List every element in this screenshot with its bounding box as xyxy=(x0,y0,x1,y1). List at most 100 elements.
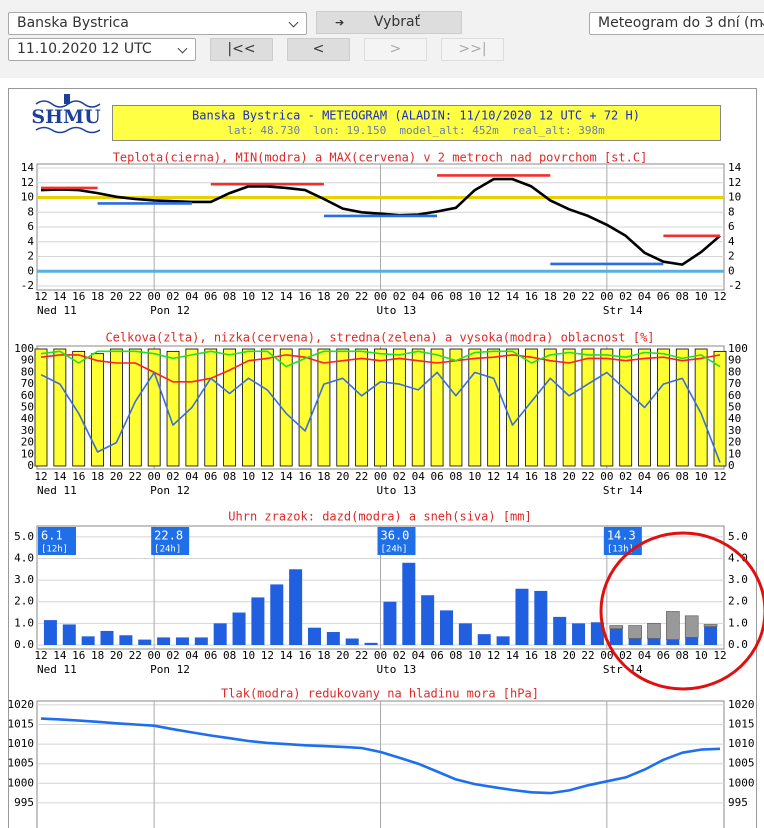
cloud-bar xyxy=(411,348,425,467)
precip-bar xyxy=(477,634,491,645)
y-tick-label-right: 90 xyxy=(728,354,741,367)
x-tick-label: 10 xyxy=(242,470,255,483)
precip-bar xyxy=(609,625,624,630)
y-tick-label: 100 xyxy=(14,342,34,355)
precip-bar xyxy=(590,622,604,645)
prev-button[interactable]: < xyxy=(287,38,350,61)
y-tick-label: 3.0 xyxy=(14,573,34,586)
x-tick-label: 12 xyxy=(713,290,726,303)
x-tick-label: 08 xyxy=(676,649,689,662)
product-select[interactable]: Meteogram do 3 dní (mod xyxy=(589,12,764,35)
x-tick-label: 04 xyxy=(638,290,652,303)
y-tick-label-right: 1.0 xyxy=(728,616,748,629)
y-tick-label-right: 8 xyxy=(728,205,735,218)
day-label: Pon 12 xyxy=(150,484,190,497)
x-tick-label: 14 xyxy=(53,649,67,662)
x-tick-label: 12 xyxy=(487,290,500,303)
submit-button[interactable]: ➔ Vybrať xyxy=(316,11,462,34)
cloud-bar xyxy=(317,348,331,467)
y-tick-label-right: 10 xyxy=(728,191,741,204)
day-label: Pon 12 xyxy=(150,304,190,317)
station-select[interactable]: Banska Bystrica xyxy=(8,12,307,35)
day-label: Str 14 xyxy=(603,484,643,497)
cloud-bar xyxy=(91,353,104,467)
x-tick-label: 14 xyxy=(280,649,294,662)
y-tick-label-right: 1010 xyxy=(728,737,755,750)
day-label: Uto 13 xyxy=(377,663,417,676)
x-tick-label: 12 xyxy=(261,649,274,662)
x-tick-label: 22 xyxy=(581,649,594,662)
cloud-bar xyxy=(713,350,727,467)
cloud-bar xyxy=(260,348,274,467)
x-tick-label: 04 xyxy=(638,470,652,483)
x-tick-label: 02 xyxy=(619,290,632,303)
x-tick-label: 08 xyxy=(676,290,689,303)
x-tick-label: 12 xyxy=(713,649,726,662)
x-tick-label: 02 xyxy=(166,470,179,483)
next-button[interactable]: > xyxy=(364,38,427,61)
x-tick-label: 14 xyxy=(506,290,520,303)
x-tick-label: 00 xyxy=(600,649,613,662)
y-tick-label: 60 xyxy=(21,389,34,402)
x-tick-label: 14 xyxy=(506,470,520,483)
x-tick-label: 12 xyxy=(487,470,500,483)
y-tick-label: 0.0 xyxy=(14,638,34,651)
chart-title: Tlak(modra) redukovany na hladinu mora [… xyxy=(221,687,539,701)
precip-bar xyxy=(628,625,642,639)
x-tick-label: 16 xyxy=(72,290,85,303)
y-tick-label-right: 1005 xyxy=(728,757,755,770)
precip-bar xyxy=(194,637,208,645)
y-tick-label-right: 14 xyxy=(728,161,742,174)
first-button[interactable]: |<< xyxy=(210,38,273,61)
x-tick-label: 22 xyxy=(581,470,594,483)
x-tick-label: 20 xyxy=(110,649,123,662)
x-tick-label: 18 xyxy=(317,290,330,303)
precip-bar xyxy=(100,630,114,645)
total-box xyxy=(377,527,416,555)
x-tick-label: 22 xyxy=(129,470,142,483)
x-tick-label: 08 xyxy=(223,649,236,662)
x-tick-label: 18 xyxy=(91,649,104,662)
x-tick-label: 10 xyxy=(695,470,708,483)
logo: SHMU xyxy=(31,106,101,128)
y-tick-label: 2 xyxy=(27,250,34,263)
x-tick-label: 14 xyxy=(53,290,67,303)
precip-bar xyxy=(685,637,699,645)
y-tick-label: 20 xyxy=(21,436,34,449)
x-tick-label: 20 xyxy=(110,470,123,483)
y-tick-label: 6 xyxy=(27,220,34,233)
precip-bar xyxy=(326,632,340,645)
x-tick-label: 18 xyxy=(544,290,557,303)
x-tick-label: 20 xyxy=(336,649,349,662)
total-period: [24h] xyxy=(381,545,408,555)
y-tick-label-right: 4 xyxy=(728,235,735,248)
y-tick-label: 1020 xyxy=(8,698,35,711)
x-tick-label: 16 xyxy=(525,649,538,662)
x-tick-label: 16 xyxy=(525,470,538,483)
x-tick-label: 02 xyxy=(619,470,632,483)
x-tick-label: 06 xyxy=(430,290,443,303)
precip-bar xyxy=(515,588,529,645)
precip-bar xyxy=(647,623,661,639)
precip-bar xyxy=(421,595,435,645)
cloud-bar xyxy=(675,348,689,467)
y-tick-label-right: 0 xyxy=(728,459,735,472)
x-tick-label: 14 xyxy=(506,649,520,662)
x-tick-label: 04 xyxy=(412,649,426,662)
series-line xyxy=(40,371,721,463)
cloud-bar xyxy=(298,348,312,467)
cloud-bar xyxy=(34,348,48,467)
cloud-bar xyxy=(392,348,406,467)
chart-title: Uhrn zrazok: dazd(modra) a sneh(siva) [m… xyxy=(228,510,531,524)
y-tick-label-right: 12 xyxy=(728,176,741,189)
x-tick-label: 20 xyxy=(110,290,123,303)
cloud-bar xyxy=(430,348,444,467)
cloud-bar xyxy=(242,348,255,467)
run-select[interactable]: 11.10.2020 12 UTC xyxy=(8,38,196,61)
x-tick-label: 10 xyxy=(242,290,255,303)
cloud-bar xyxy=(128,348,142,467)
precip-bar xyxy=(553,616,567,645)
last-button[interactable]: >>| xyxy=(441,38,504,61)
y-tick-label: 0 xyxy=(27,459,34,472)
